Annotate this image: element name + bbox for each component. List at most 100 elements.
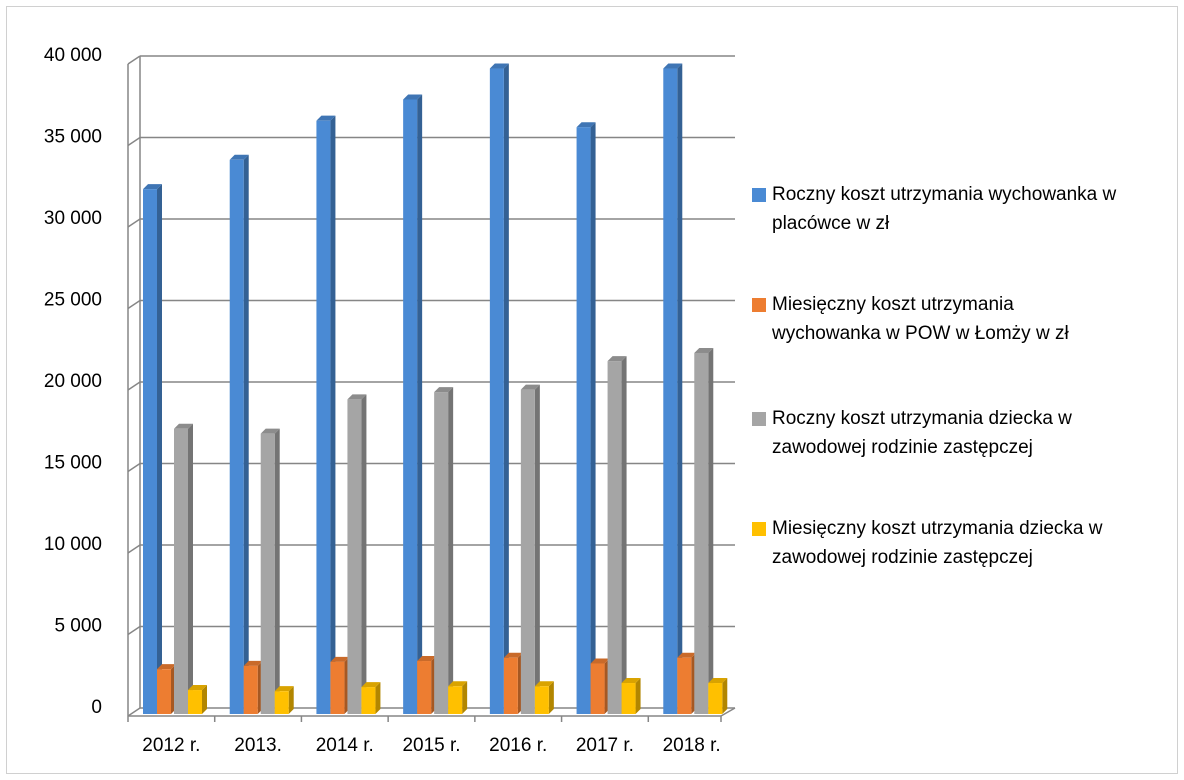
bar (229, 159, 244, 715)
grid-line-side (127, 381, 141, 391)
bar-side (590, 122, 596, 714)
chart-border (6, 6, 1178, 774)
bar-top (590, 658, 610, 664)
bar-top (229, 154, 249, 160)
bar-top (243, 660, 263, 666)
bar-side (503, 63, 509, 714)
bar-side (375, 682, 381, 714)
y-tick-label: 25 000 (44, 290, 102, 311)
legend-swatch (752, 188, 766, 202)
legend-label: Roczny koszt utrzymania dziecka w zawodo… (772, 408, 1072, 458)
bar-side (288, 686, 294, 714)
x-tick-label: 2016 r. (489, 735, 547, 756)
legend-label: Roczny koszt utrzymania wychowanka w pla… (772, 184, 1117, 234)
bar-side (157, 184, 162, 714)
bar (274, 691, 289, 714)
grid-line-side (127, 462, 141, 473)
x-tick-label: 2017 r. (576, 735, 634, 756)
bar (188, 690, 202, 714)
grid-line-side (127, 218, 141, 228)
bar (361, 687, 376, 714)
bar-top (157, 664, 176, 670)
y-tick-label: 15 000 (44, 453, 102, 474)
bar-side (274, 428, 280, 714)
x-tick-label: 2012 r. (142, 735, 200, 756)
bar (143, 189, 157, 714)
bar-top (188, 685, 207, 691)
grid-line-side (127, 136, 141, 147)
bar-top (708, 678, 728, 684)
legend-label: Miesięczny koszt utrzymania wychowanka w… (772, 294, 1069, 344)
bar-side (202, 685, 207, 714)
legend-entry: Miesięczny koszt utrzymania dziecka w za… (752, 514, 1172, 572)
legend-swatch (752, 298, 766, 312)
bar (243, 665, 258, 714)
bar-top (174, 423, 193, 429)
bar (347, 399, 362, 714)
legend-swatch (752, 412, 766, 426)
bar-top (576, 122, 596, 128)
bar-side (361, 394, 367, 714)
bar (534, 686, 549, 714)
grid-line-side (127, 707, 141, 717)
bar (576, 127, 591, 714)
bar-side (188, 423, 193, 714)
legend-swatch (752, 522, 766, 536)
bar-side (330, 115, 336, 715)
bar-top (143, 184, 162, 190)
bar (621, 683, 636, 714)
y-tick-label: 10 000 (44, 534, 102, 555)
bar-side (417, 94, 423, 715)
bar (330, 661, 345, 714)
bar (174, 428, 188, 714)
bar-top (434, 387, 454, 393)
y-tick-label: 35 000 (44, 127, 102, 148)
bar-top (347, 394, 367, 400)
y-tick-label: 5 000 (54, 616, 102, 637)
grid-line-side (127, 299, 141, 310)
grid-line-side (127, 55, 141, 65)
bar-side (635, 678, 641, 714)
y-tick-label: 40 000 (44, 45, 102, 66)
bar (434, 392, 449, 714)
bar-top (330, 656, 350, 662)
bar-top (361, 682, 381, 688)
bar-side (462, 681, 468, 714)
bar-top (621, 678, 641, 684)
bar-side (722, 678, 728, 714)
y-tick-label: 20 000 (44, 371, 102, 392)
bar-side (708, 347, 714, 714)
bar (157, 669, 171, 714)
x-tick-label: 2015 r. (402, 735, 460, 756)
bar (260, 433, 275, 714)
legend-entry: Miesięczny koszt utrzymania wychowanka w… (752, 290, 1172, 348)
bar-top (417, 656, 437, 662)
bar (708, 683, 723, 714)
legend-entry: Roczny koszt utrzymania dziecka w zawodo… (752, 404, 1172, 462)
bar-top (677, 652, 697, 658)
bar (448, 686, 463, 714)
grid-line-side (127, 625, 141, 636)
bar-side (534, 384, 540, 714)
bar-side (621, 356, 627, 714)
legend-label: Miesięczny koszt utrzymania dziecka w za… (772, 518, 1103, 568)
bar-side (243, 154, 249, 715)
bar (677, 657, 692, 714)
legend-entry: Roczny koszt utrzymania wychowanka w pla… (752, 180, 1172, 238)
bar (607, 361, 622, 714)
bar-top (274, 686, 294, 692)
y-tick-label: 30 000 (44, 208, 102, 229)
bar (316, 120, 331, 715)
bar-top (663, 63, 683, 69)
x-tick-label: 2018 r. (663, 735, 721, 756)
bar-top (316, 115, 336, 121)
bar (503, 657, 518, 714)
bar-side (677, 63, 683, 714)
bar-side (448, 387, 454, 714)
bar (590, 663, 605, 714)
bar (694, 352, 709, 714)
bar (663, 68, 678, 714)
bar-top (534, 681, 554, 687)
